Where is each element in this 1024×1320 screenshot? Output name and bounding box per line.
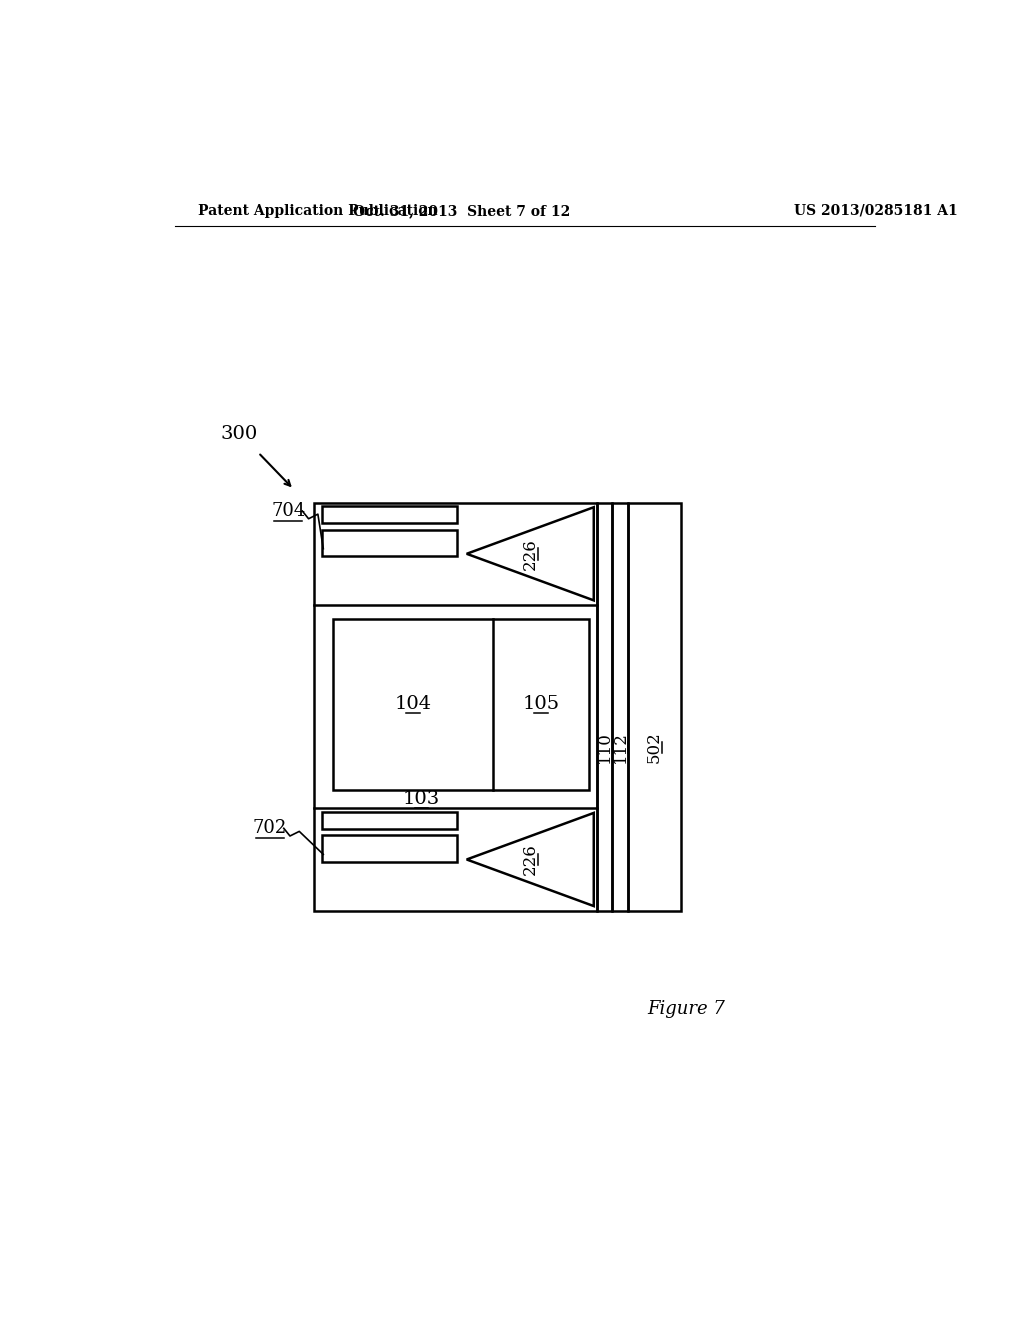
Text: Figure 7: Figure 7 xyxy=(647,1001,725,1018)
Text: Oct. 31, 2013  Sheet 7 of 12: Oct. 31, 2013 Sheet 7 of 12 xyxy=(352,203,570,218)
Bar xyxy=(612,503,628,911)
Text: 110: 110 xyxy=(596,731,613,763)
Bar xyxy=(322,507,458,524)
Text: 104: 104 xyxy=(394,696,432,713)
Bar xyxy=(597,503,612,911)
Bar xyxy=(322,812,458,829)
Text: 704: 704 xyxy=(271,502,305,520)
Bar xyxy=(628,503,681,911)
Bar xyxy=(322,836,458,862)
Text: 112: 112 xyxy=(611,731,629,763)
Text: US 2013/0285181 A1: US 2013/0285181 A1 xyxy=(795,203,958,218)
Bar xyxy=(322,529,458,557)
Text: 300: 300 xyxy=(220,425,257,444)
Bar xyxy=(314,503,597,911)
Text: 226: 226 xyxy=(521,539,539,570)
Text: 105: 105 xyxy=(522,696,560,713)
Text: 226: 226 xyxy=(521,843,539,875)
Text: 103: 103 xyxy=(402,791,440,808)
Text: 702: 702 xyxy=(253,820,287,837)
Text: Patent Application Publication: Patent Application Publication xyxy=(198,203,437,218)
Bar xyxy=(334,619,589,789)
Text: 502: 502 xyxy=(646,731,663,763)
